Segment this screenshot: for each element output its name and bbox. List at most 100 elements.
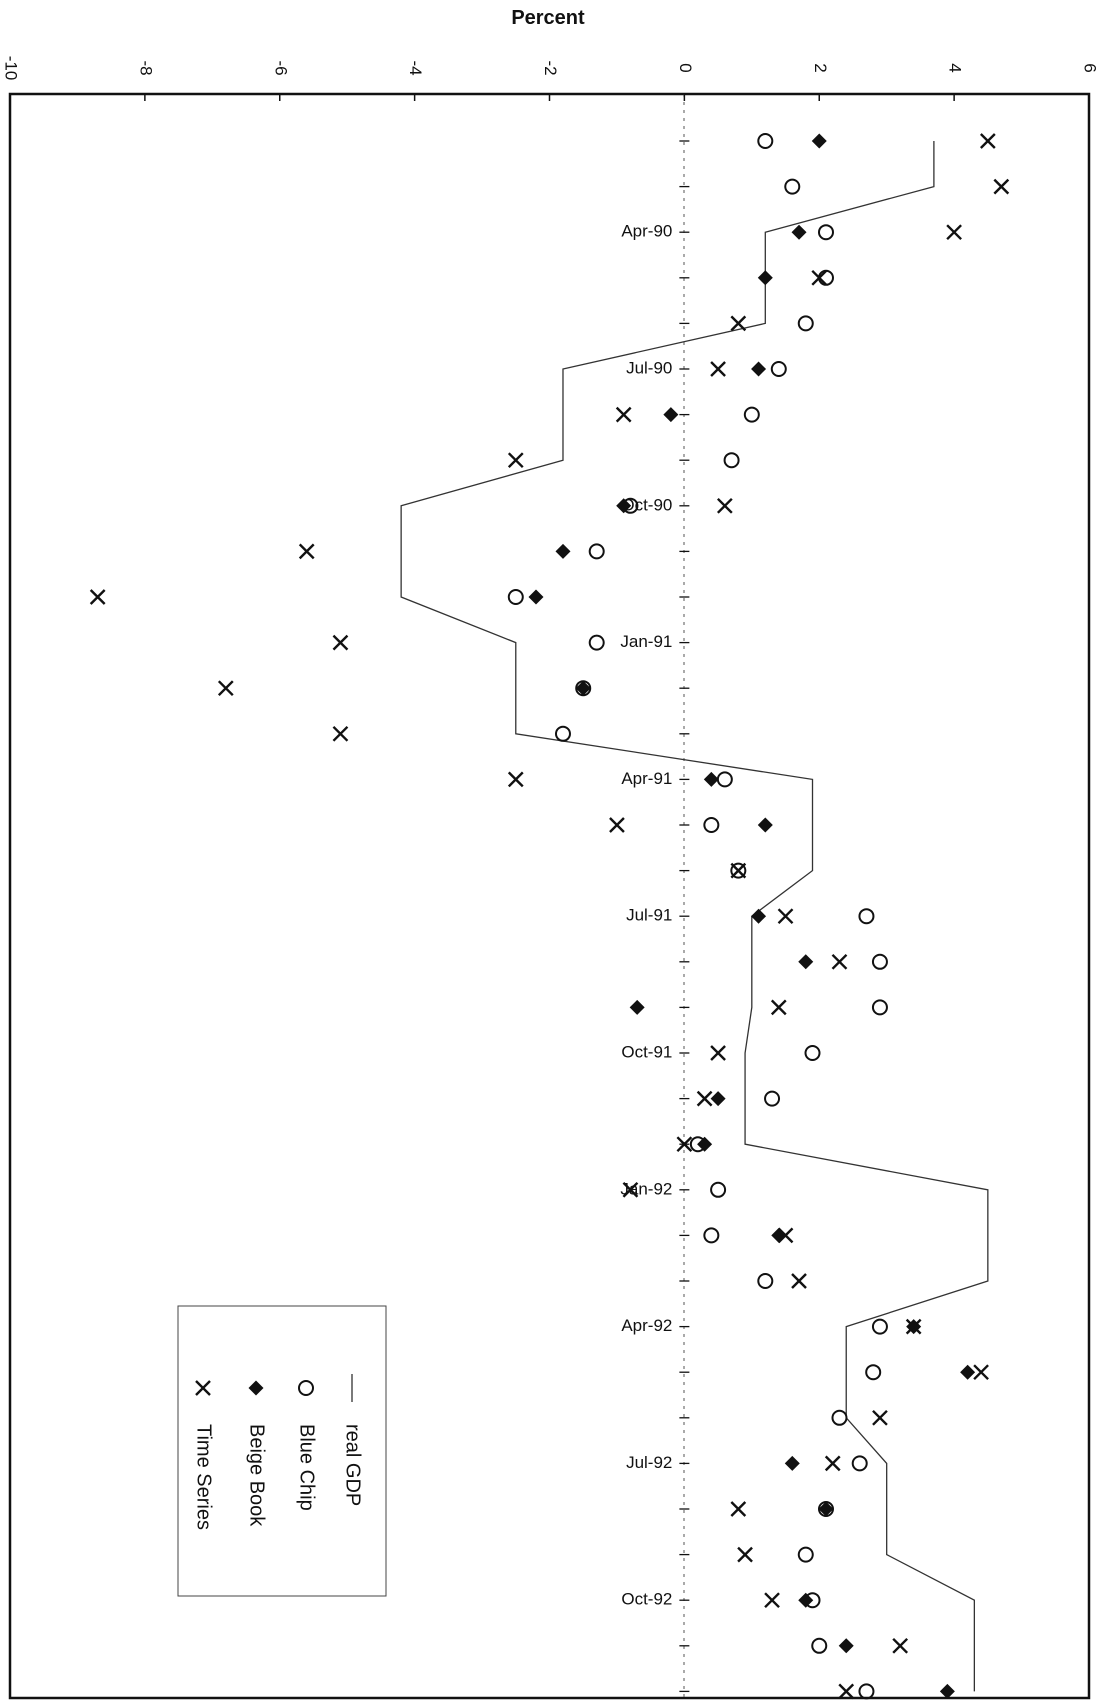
time-series-point — [195, 1380, 211, 1396]
category-tick-label: Jan-91 — [620, 632, 672, 651]
blue-chip-point — [770, 361, 787, 377]
value-tick-label: 6 — [1081, 63, 1100, 72]
beige-book-point — [555, 543, 571, 559]
blue-chip-point — [804, 1045, 821, 1061]
blue-chip-point — [797, 1546, 814, 1563]
time-series-stroke — [676, 1136, 693, 1153]
blue-chip-point — [507, 589, 524, 605]
beige-book-point — [751, 908, 767, 924]
time-series-point — [770, 999, 787, 1016]
time-series-point — [764, 1592, 780, 1609]
category-tick-label: Apr-92 — [621, 1316, 672, 1335]
time-series-stroke — [973, 1364, 989, 1381]
time-series-stroke — [507, 452, 524, 469]
value-tick-label: -2 — [541, 60, 560, 75]
blue-chip-point — [298, 1380, 314, 1396]
time-series-stroke — [730, 862, 747, 879]
time-series-stroke — [872, 1409, 888, 1426]
blue-chip-point — [588, 543, 605, 560]
time-series-stroke — [298, 543, 315, 560]
blue-chip-point — [764, 1090, 781, 1107]
time-series-stroke — [737, 1546, 753, 1563]
value-tick-label: 4 — [946, 63, 965, 72]
blue-chip-point — [858, 1683, 875, 1700]
blue-chip-point — [730, 862, 747, 879]
time-series-point — [730, 315, 747, 332]
time-series-point — [217, 680, 234, 697]
chart-title: Percent — [511, 7, 585, 29]
beige-book-point — [703, 771, 719, 787]
time-series-stroke — [905, 1318, 922, 1335]
time-series-point — [791, 1273, 807, 1289]
category-tick-label: Apr-91 — [621, 769, 672, 788]
beige-book-point — [784, 1455, 800, 1471]
blue-chip-point — [588, 634, 605, 651]
time-series-point — [696, 1090, 713, 1107]
time-series-point — [730, 1501, 747, 1517]
time-series-stroke — [710, 361, 726, 377]
value-tick-label: -10 — [2, 56, 21, 81]
time-series-stroke — [716, 497, 733, 514]
time-series-stroke — [811, 269, 828, 286]
beige-book-point — [663, 407, 679, 423]
blue-chip-point — [871, 999, 888, 1016]
legend-label: Blue Chip — [296, 1424, 318, 1511]
time-series-point — [872, 1409, 888, 1426]
blue-chip-point — [743, 406, 760, 423]
blue-chip-series — [507, 133, 888, 1700]
beige-book-point — [575, 680, 591, 696]
legend-label: Time Series — [193, 1424, 215, 1530]
blue-chip-point — [554, 725, 571, 742]
beige-book-point — [818, 1501, 834, 1517]
time-series-point — [676, 1136, 693, 1153]
beige-book-point — [248, 1380, 264, 1396]
category-tick-label: Jul-91 — [626, 906, 672, 925]
time-series-stroke — [831, 953, 848, 970]
time-series-point — [993, 178, 1010, 195]
time-series-stroke — [892, 1637, 909, 1654]
time-series-point — [710, 1045, 726, 1061]
time-series-stroke — [332, 634, 349, 651]
blue-chip-point — [871, 1318, 888, 1335]
time-series-point — [507, 771, 524, 788]
blue-chip-point — [757, 1273, 774, 1289]
blue-chip-point — [757, 133, 774, 149]
legend-box — [177, 1305, 387, 1597]
time-series-stroke — [710, 1045, 726, 1061]
blue-chip-point — [817, 224, 834, 241]
value-tick-label: -6 — [271, 60, 290, 75]
blue-chip-point — [784, 178, 801, 195]
beige-book-point — [798, 1592, 814, 1608]
blue-chip-point — [871, 953, 888, 970]
time-series-point — [622, 1181, 639, 1198]
beige-book-point — [629, 999, 645, 1015]
time-series-stroke — [332, 725, 349, 742]
time-series-stroke — [622, 1181, 639, 1198]
time-series-stroke — [838, 1683, 855, 1700]
time-series-stroke — [764, 1592, 780, 1609]
blue-chip-point — [703, 817, 720, 833]
beige-book-point — [791, 224, 807, 240]
value-tick-label: 2 — [811, 63, 830, 72]
time-series-point — [615, 406, 632, 423]
beige-book-point — [751, 361, 767, 377]
time-series-stroke — [507, 771, 524, 788]
time-series-point — [905, 1318, 922, 1335]
beige-book-point — [798, 954, 814, 970]
time-series-point — [838, 1683, 855, 1700]
time-series-stroke — [770, 999, 787, 1016]
category-tick-label: Jul-92 — [626, 1453, 672, 1472]
blue-chip-point — [723, 452, 740, 469]
beige-book-point — [960, 1364, 976, 1380]
time-series-point — [716, 497, 733, 514]
beige-book-point — [616, 498, 632, 514]
time-series-point — [298, 543, 315, 560]
time-series-point — [777, 908, 794, 925]
beige-book-point — [710, 1091, 726, 1107]
beige-book-point — [838, 1638, 854, 1654]
time-series-stroke — [777, 1227, 794, 1244]
time-series-stroke — [696, 1090, 713, 1107]
value-tick-label: -4 — [406, 60, 425, 75]
beige-book-point — [697, 1136, 713, 1152]
